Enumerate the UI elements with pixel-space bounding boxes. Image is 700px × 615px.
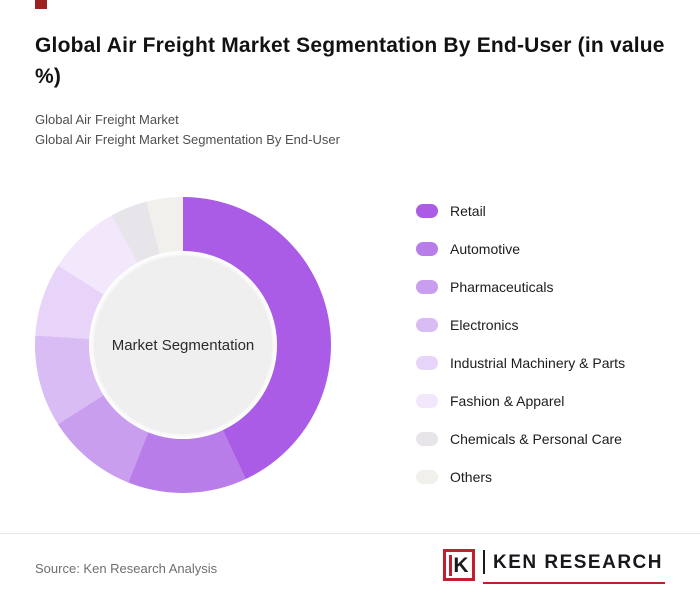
legend-item-retail[interactable]: Retail [416,202,625,219]
legend-label: Fashion & Apparel [450,392,565,409]
donut-chart-area: Market Segmentation [35,197,331,493]
logo-wordmark-group: KEN RESEARCH [482,546,665,584]
legend-swatch [416,317,438,332]
legend-item-automotive[interactable]: Automotive [416,240,625,257]
logo-k-letter: K [449,554,469,576]
legend-label: Automotive [450,240,521,257]
source-text: Source: Ken Research Analysis [35,561,218,576]
corner-accent-square [35,0,47,9]
ken-research-logo: K KEN RESEARCH [442,546,665,584]
legend-item-electronics[interactable]: Electronics [416,316,625,333]
legend-item-industrial-machinery-parts[interactable]: Industrial Machinery & Parts [416,354,626,371]
donut-center-label: Market Segmentation [111,336,255,354]
legend-item-chemicals-personal-care[interactable]: Chemicals & Personal Care [416,430,625,447]
legend-label: Chemicals & Personal Care [450,430,622,447]
legend-swatch [416,469,438,484]
legend-item-pharmaceuticals[interactable]: Pharmaceuticals [416,278,625,295]
logo-separator [482,550,485,574]
legend-label: Pharmaceuticals [450,278,554,295]
legend-item-fashion-apparel[interactable]: Fashion & Apparel [416,392,625,409]
subtitle-line-1: Global Air Freight Market [35,112,179,127]
ken-research-logo-mark: K [442,549,475,581]
chart-subtitle: Global Air Freight Market Global Air Fre… [35,110,340,150]
chart-legend: Retail Automotive Pharmaceuticals Electr… [416,202,626,485]
subtitle-line-2: Global Air Freight Market Segmentation B… [35,132,340,147]
legend-swatch [416,203,438,218]
footer-divider [0,533,700,534]
legend-swatch [416,355,438,370]
legend-swatch [416,279,438,294]
page-title: Global Air Freight Market Segmentation B… [35,34,665,88]
legend-label: Electronics [450,316,519,333]
legend-label: Others [450,468,493,485]
legend-item-others[interactable]: Others [416,468,625,485]
legend-swatch [416,241,438,256]
legend-swatch [416,431,438,446]
legend-label: Retail [450,202,486,219]
donut-center-circle: Market Segmentation [94,256,272,434]
logo-wordmark: KEN RESEARCH [492,551,663,573]
legend-swatch [416,393,438,408]
legend-label: Industrial Machinery & Parts [450,354,626,371]
